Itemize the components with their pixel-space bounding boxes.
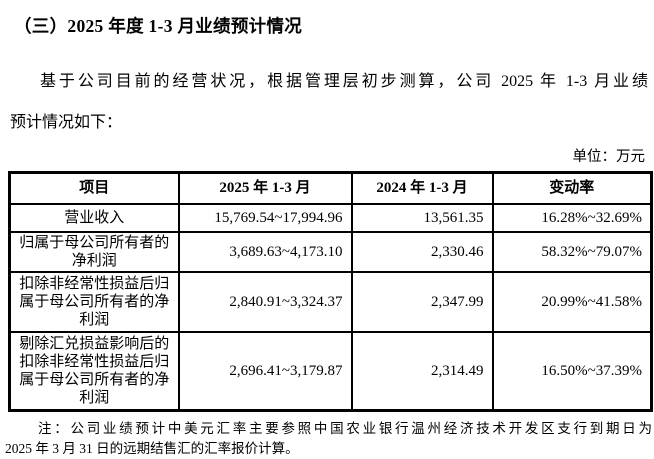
column-header-item: 项目 [8, 171, 180, 205]
row-2024-value: 2,347.99 [350, 270, 494, 333]
table-row: 归属于母公司所有者的净利润 3,689.63~4,173.10 2,330.46… [8, 230, 653, 273]
row-item-label: 扣除非经常性损益后归属于母公司所有者的净利润 [8, 270, 180, 333]
row-2025-value: 2,696.41~3,179.87 [177, 330, 353, 412]
unit-label: 单位：万元 [572, 149, 646, 165]
row-change-value: 58.32%~79.07% [491, 230, 653, 273]
row-2024-value: 2,314.49 [350, 330, 494, 412]
row-item-label: 剔除汇兑损益影响后的扣除非经常性损益后归属于母公司所有者的净利润 [8, 330, 180, 412]
row-2025-value: 3,689.63~4,173.10 [177, 230, 353, 273]
row-change-value: 20.99%~41.58% [491, 270, 653, 333]
forecast-table: 项目 2025 年 1-3 月 2024 年 1-3 月 变动率 营业收入 15… [8, 171, 653, 412]
table-row: 剔除汇兑损益影响后的扣除非经常性损益后归属于母公司所有者的净利润 2,696.4… [8, 330, 653, 412]
footnote-line-1: 注：公司业绩预计中美元汇率主要参照中国农业银行温州经济技术开发区支行到期日为 [38, 421, 652, 436]
intro-paragraph-line-2: 预计情况如下： [10, 114, 123, 131]
row-item-label: 营业收入 [8, 202, 180, 233]
intro-paragraph-line-1: 基于公司目前的经营状况，根据管理层初步测算，公司 2025 年 1-3 月业绩 [40, 73, 648, 90]
row-2025-value: 15,769.54~17,994.96 [177, 202, 353, 233]
footnote-line-2: 2025 年 3 月 31 日的远期结售汇的汇率报价计算。 [5, 441, 299, 456]
table-row: 营业收入 15,769.54~17,994.96 13,561.35 16.28… [8, 202, 653, 233]
row-2024-value: 2,330.46 [350, 230, 494, 273]
column-header-change-rate: 变动率 [491, 171, 653, 205]
table-row: 扣除非经常性损益后归属于母公司所有者的净利润 2,840.91~3,324.37… [8, 270, 653, 333]
row-change-value: 16.28%~32.69% [491, 202, 653, 233]
column-header-2025-period: 2025 年 1-3 月 [177, 171, 353, 205]
row-change-value: 16.50%~37.39% [491, 330, 653, 412]
column-header-2024-period: 2024 年 1-3 月 [350, 171, 494, 205]
section-heading: （三）2025 年度 1-3 月业绩预计情况 [14, 16, 303, 36]
table-header-row: 项目 2025 年 1-3 月 2024 年 1-3 月 变动率 [8, 171, 653, 205]
row-item-label: 归属于母公司所有者的净利润 [8, 230, 180, 273]
row-2024-value: 13,561.35 [350, 202, 494, 233]
row-2025-value: 2,840.91~3,324.37 [177, 270, 353, 333]
footnote: 注：公司业绩预计中美元汇率主要参照中国农业银行温州经济技术开发区支行到期日为 2… [4, 419, 652, 459]
